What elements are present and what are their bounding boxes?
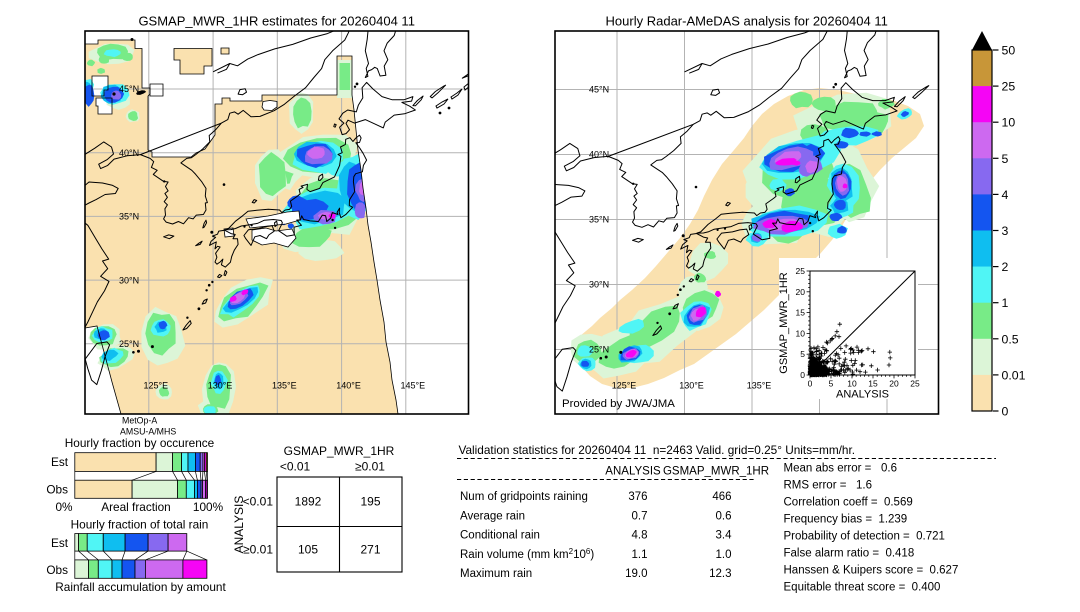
svg-text:15: 15 [796, 308, 806, 318]
svg-text:0: 0 [800, 370, 805, 380]
svg-text:<0.01: <0.01 [280, 460, 311, 474]
svg-text:19.0: 19.0 [625, 568, 647, 580]
svg-text:130°E: 130°E [679, 381, 704, 391]
svg-text:Maximum rain: Maximum rain [460, 568, 532, 580]
svg-text:0.01: 0.01 [1002, 368, 1026, 382]
svg-text:30°N: 30°N [589, 280, 609, 290]
svg-text:140°E: 140°E [336, 381, 361, 391]
svg-text:4: 4 [1002, 188, 1009, 202]
svg-text:20: 20 [796, 287, 806, 297]
svg-text:50: 50 [1002, 44, 1016, 58]
svg-text:25: 25 [796, 266, 806, 276]
svg-text:100%: 100% [193, 500, 224, 514]
svg-text:0.7: 0.7 [632, 510, 648, 522]
svg-text:1.1: 1.1 [632, 549, 648, 561]
svg-text:15: 15 [868, 379, 878, 389]
svg-text:25: 25 [910, 379, 920, 389]
svg-text:Rainfall accumulation by amoun: Rainfall accumulation by amount [55, 580, 226, 594]
svg-text:35°N: 35°N [119, 212, 139, 222]
svg-text:135°E: 135°E [272, 381, 297, 391]
svg-text:ANALYSIS: ANALYSIS [605, 466, 661, 478]
svg-text:Conditional rain: Conditional rain [460, 530, 540, 542]
svg-text:1.0: 1.0 [716, 549, 732, 561]
svg-text:40°N: 40°N [119, 148, 139, 158]
svg-text:130°E: 130°E [208, 381, 233, 391]
svg-text:0: 0 [808, 379, 813, 389]
svg-text:30°N: 30°N [119, 275, 139, 285]
svg-text:Est: Est [51, 455, 69, 469]
svg-text:ANALYSIS: ANALYSIS [232, 496, 246, 554]
svg-text:125°E: 125°E [143, 381, 168, 391]
svg-text:0.6: 0.6 [716, 510, 732, 522]
svg-text:Est: Est [51, 536, 69, 550]
svg-text:AMSU-A/MHS: AMSU-A/MHS [120, 427, 176, 437]
svg-text:2: 2 [1002, 260, 1009, 274]
svg-text:GSMAP_MWR_1HR: GSMAP_MWR_1HR [778, 272, 790, 374]
svg-text:GSMAP_MWR_1HR: GSMAP_MWR_1HR [663, 466, 769, 478]
svg-text:Hourly fraction by occurence: Hourly fraction by occurence [65, 436, 215, 450]
svg-text:Mean abs error = 0.6: Mean abs error = 0.6 [784, 463, 897, 475]
svg-text:105: 105 [298, 543, 318, 557]
svg-text:3.4: 3.4 [716, 530, 733, 542]
svg-text:10: 10 [796, 328, 806, 338]
svg-text:4.8: 4.8 [632, 530, 648, 542]
svg-text:195: 195 [360, 495, 380, 509]
svg-text:MetOp-A: MetOp-A [122, 416, 157, 426]
svg-text:40°N: 40°N [589, 150, 609, 160]
svg-text:≥0.01: ≥0.01 [355, 460, 385, 474]
svg-text:Validation statistics for 2026: Validation statistics for 20260404 11 n=… [459, 443, 856, 457]
svg-text:0%: 0% [55, 500, 73, 514]
svg-text:0.5: 0.5 [1002, 332, 1019, 346]
svg-text:≥0.01: ≥0.01 [243, 543, 273, 557]
svg-text:5: 5 [1002, 152, 1009, 166]
svg-text:135°E: 135°E [747, 381, 772, 391]
svg-text:145°E: 145°E [400, 381, 425, 391]
svg-text:12.3: 12.3 [709, 568, 731, 580]
svg-text:Rain volume (mm km2106): Rain volume (mm km2106) [460, 547, 594, 561]
svg-text:1892: 1892 [295, 495, 322, 509]
svg-text:25°N: 25°N [119, 339, 139, 349]
svg-text:25: 25 [1002, 80, 1016, 94]
svg-text:Hourly Radar-AMeDAS analysis f: Hourly Radar-AMeDAS analysis for 2026040… [606, 13, 888, 28]
svg-text:Correlation coeff = 0.569: Correlation coeff = 0.569 [784, 497, 913, 509]
svg-text:466: 466 [712, 491, 731, 503]
svg-text:271: 271 [360, 543, 380, 557]
svg-text:Obs: Obs [46, 483, 68, 497]
svg-text:45°N: 45°N [589, 85, 609, 95]
svg-text:5: 5 [800, 349, 805, 359]
svg-text:Hourly fraction of total rain: Hourly fraction of total rain [71, 518, 209, 532]
svg-text:376: 376 [628, 491, 647, 503]
svg-text:10: 10 [1002, 116, 1016, 130]
svg-text:Provided by JWA/JMA: Provided by JWA/JMA [562, 398, 675, 410]
svg-text:45°N: 45°N [119, 84, 139, 94]
svg-text:20: 20 [889, 379, 899, 389]
svg-text:Equitable threat score = 0.40: Equitable threat score = 0.400 [784, 582, 941, 594]
svg-text:False alarm ratio = 0.418: False alarm ratio = 0.418 [784, 548, 915, 560]
svg-text:Average rain: Average rain [460, 510, 525, 522]
svg-text:Obs: Obs [46, 563, 68, 577]
svg-text:3: 3 [1002, 224, 1009, 238]
svg-text:Frequency bias = 1.239: Frequency bias = 1.239 [784, 514, 908, 526]
svg-text:RMS error = 1.6: RMS error = 1.6 [784, 480, 873, 492]
svg-text:Probability of detection = 0.: Probability of detection = 0.721 [784, 531, 945, 543]
svg-text:35°N: 35°N [589, 215, 609, 225]
svg-text:1: 1 [1002, 296, 1009, 310]
svg-text:10: 10 [847, 379, 857, 389]
svg-text:Hanssen & Kuipers score = 0.6: Hanssen & Kuipers score = 0.627 [784, 565, 959, 577]
svg-text:Num of gridpoints raining: Num of gridpoints raining [460, 491, 588, 503]
svg-text:GSMAP_MWR_1HR estimates for 20: GSMAP_MWR_1HR estimates for 20260404 11 [138, 13, 415, 28]
svg-text:GSMAP_MWR_1HR: GSMAP_MWR_1HR [284, 444, 395, 458]
svg-text:25°N: 25°N [589, 345, 609, 355]
svg-text:5: 5 [829, 379, 834, 389]
svg-text:Areal fraction: Areal fraction [101, 500, 171, 514]
svg-text:125°E: 125°E [612, 381, 637, 391]
svg-text:0: 0 [1002, 405, 1009, 419]
svg-text:ANALYSIS: ANALYSIS [836, 389, 889, 401]
svg-text:<0.01: <0.01 [243, 495, 274, 509]
